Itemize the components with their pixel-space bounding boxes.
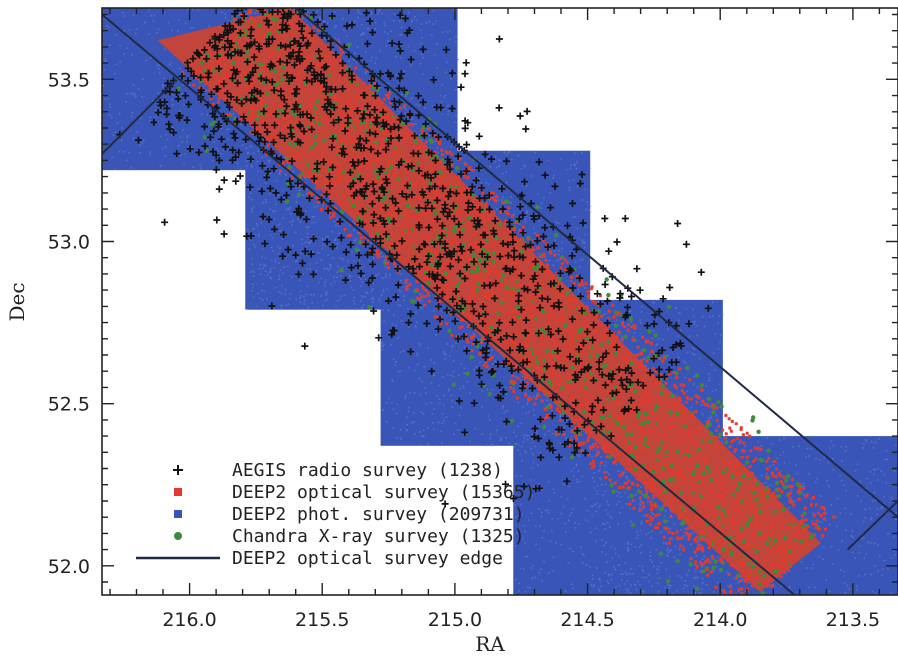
legend-label: DEEP2 phot. survey (209731) [232, 504, 525, 525]
legend-entry: DEEP2 optical survey (15365) [174, 482, 535, 503]
legend-entry: Chandra X-ray survey (1325) [174, 526, 525, 547]
plot-area [102, 8, 898, 595]
x-tick-label: 213.5 [826, 609, 880, 631]
legend-label: DEEP2 optical survey edge [232, 548, 503, 569]
optical-survey-strip [157, 8, 822, 592]
x-tick-label: 214.0 [693, 609, 747, 631]
optical-strip-area [157, 8, 822, 592]
survey-edge-lines [102, 8, 898, 595]
legend: AEGIS radio survey (1238)DEEP2 optical s… [136, 460, 535, 569]
xray-points-cloud [176, 9, 821, 595]
edge-line-3 [102, 78, 178, 155]
y-tick-label: 53.0 [48, 232, 90, 254]
legend-entry: AEGIS radio survey (1238) [173, 460, 503, 481]
x-axis-label: RA [475, 632, 505, 656]
legend-square-marker [174, 488, 182, 496]
y-tick-label: 52.0 [48, 556, 90, 578]
legend-plus-marker [173, 465, 183, 475]
x-tick-label: 216.0 [162, 609, 216, 631]
axis-ticks [102, 8, 898, 595]
legend-label: Chandra X-ray survey (1325) [232, 526, 525, 547]
x-tick-label: 215.0 [428, 609, 482, 631]
y-tick-label: 53.5 [48, 69, 90, 91]
legend-label: AEGIS radio survey (1238) [232, 460, 503, 481]
legend-label: DEEP2 optical survey (15365) [232, 482, 535, 503]
y-tick-labels: 52.0 52.5 53.0 53.5 [48, 69, 90, 577]
edge-line-1 [102, 13, 796, 595]
edge-line-2 [295, 8, 898, 518]
legend-circle-marker [174, 532, 182, 540]
x-tick-label: 214.5 [560, 609, 614, 631]
x-tick-label: 215.5 [295, 609, 349, 631]
edge-line-4 [846, 500, 898, 551]
x-tick-labels: 216.0 215.5 215.0 214.5 214.0 213.5 [162, 609, 880, 631]
y-axis-label: Dec [5, 282, 29, 321]
legend-entry: DEEP2 phot. survey (209731) [174, 504, 525, 525]
legend-entry: DEEP2 optical survey edge [136, 548, 503, 569]
legend-square-marker [174, 510, 182, 518]
tick-marks [102, 8, 898, 595]
xray-points [176, 9, 821, 595]
y-tick-label: 52.5 [48, 394, 90, 416]
plot-frame [101, 7, 898, 596]
